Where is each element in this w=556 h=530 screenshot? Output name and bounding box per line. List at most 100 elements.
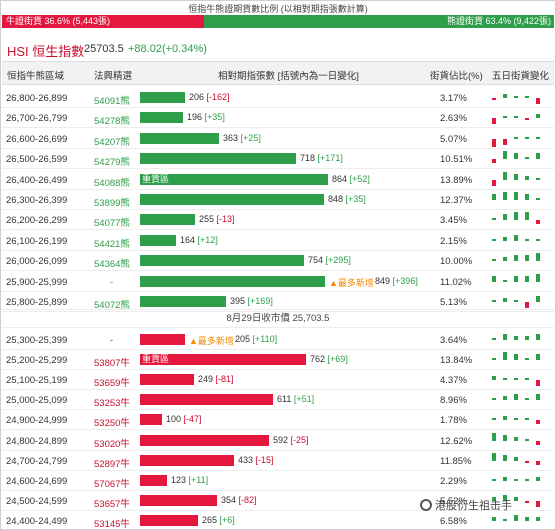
table-row: 26,600-26,699 54207熊 363 [+25] 5.07%	[2, 129, 554, 149]
row-warrant-code[interactable]: 54077熊	[94, 218, 130, 230]
sparkline-bar	[503, 116, 507, 119]
sparkline-bar	[503, 518, 507, 521]
row-warrant-code[interactable]: 53250牛	[94, 418, 130, 430]
row-futures-value: 255 [-13]	[199, 214, 235, 224]
row-share: 12.62%	[440, 435, 473, 447]
futures-delta: [+25]	[240, 132, 261, 143]
futures-delta: [-162]	[206, 92, 230, 102]
sparkline-bar	[503, 434, 507, 441]
sparkline-bar	[514, 173, 518, 180]
row-futures-value: 196 [+35]	[187, 112, 225, 122]
row-range: 26,000-26,099	[6, 256, 68, 268]
sparkline-bar	[525, 398, 529, 401]
sparkline-bar	[514, 275, 518, 282]
table-row: 24,900-24,999 53250牛 100 [-47] 1.78%	[2, 410, 554, 431]
five-day-sparkline	[492, 136, 540, 147]
row-futures-bar	[140, 296, 226, 307]
row-warrant-code[interactable]: 53659牛	[94, 378, 130, 390]
sparkline-bar	[525, 358, 529, 361]
sparkline-bar	[503, 334, 507, 340]
row-futures-bar	[140, 494, 217, 506]
futures-count: 249	[198, 374, 214, 385]
sparkline-bar	[525, 336, 529, 340]
row-warrant-code[interactable]: 54421熊	[94, 238, 130, 250]
row-warrant-code[interactable]: 53807牛	[94, 358, 130, 370]
row-warrant-code[interactable]: 54091熊	[94, 96, 130, 107]
sparkline-bar	[525, 157, 529, 160]
row-range: 26,100-26,199	[6, 235, 68, 247]
sparkline-bar	[536, 136, 540, 139]
row-futures-bar	[140, 374, 194, 386]
sparkline-bar	[525, 212, 529, 221]
row-futures-bar	[140, 153, 296, 165]
table-row: 24,400-24,499 53145牛 265 [+6] 6.58%	[2, 511, 554, 530]
futures-count: 123	[171, 474, 187, 485]
futures-count: 196	[187, 112, 203, 123]
sparkline-bar	[514, 116, 518, 119]
five-day-sparkline	[492, 476, 540, 481]
row-range: 25,200-25,299	[6, 355, 68, 367]
row-warrant-code[interactable]: 54088熊	[94, 177, 130, 189]
futures-delta: [+69]	[327, 354, 348, 365]
index-title[interactable]: HSI 恒生指數	[7, 44, 85, 59]
row-warrant-code[interactable]: 53899熊	[94, 198, 130, 209]
row-warrant-code[interactable]: 53020牛	[94, 438, 130, 450]
sparkline-bar	[536, 296, 540, 302]
sparkline-bar	[514, 418, 518, 421]
futures-delta: [+169]	[247, 296, 273, 306]
sparkline-bar	[536, 394, 540, 401]
sparkline-bar	[503, 476, 507, 481]
futures-delta: [+35]	[204, 112, 225, 123]
sparkline-bar	[536, 177, 540, 180]
sparkline-bar	[536, 460, 540, 465]
row-warrant-code[interactable]: 53657牛	[94, 498, 130, 510]
futures-count: 849	[375, 275, 391, 286]
sparkline-bar	[492, 98, 496, 100]
futures-delta: [-15]	[255, 454, 274, 465]
row-warrant-code[interactable]: 53253牛	[94, 398, 130, 410]
row-futures-value: 206 [-162]	[189, 92, 230, 102]
sparkline-bar	[514, 436, 518, 441]
row-futures-value: 354 [-82]	[221, 495, 257, 505]
row-warrant-code[interactable]: 57067牛	[94, 478, 130, 490]
sparkline-bar	[525, 418, 529, 421]
sparkline-bar	[503, 257, 507, 262]
futures-delta: [-13]	[216, 214, 235, 225]
sparkline-bar	[492, 516, 496, 521]
futures-count: 164	[180, 234, 196, 245]
sparkline-bar	[525, 516, 529, 521]
sparkline-bar	[503, 279, 507, 282]
row-warrant-code[interactable]: 52897牛	[94, 458, 130, 470]
sparkline-bar	[492, 218, 496, 221]
row-warrant-code[interactable]: 54364熊	[94, 259, 130, 271]
row-warrant-code[interactable]: 54207熊	[94, 136, 130, 148]
row-range: 26,800-26,899	[6, 93, 68, 104]
sparkline-bar	[536, 354, 540, 361]
table-row: 25,000-25,099 53253牛 611 [+51] 8.96%	[2, 390, 554, 411]
sparkline-bar	[514, 378, 518, 381]
sparkline-bar	[492, 478, 496, 481]
sparkline-bar	[525, 96, 529, 98]
table-row: 26,300-26,399 53899熊 848 [+35] 12.37%	[2, 190, 554, 210]
row-futures-bar	[140, 214, 195, 226]
row-share: 3.17%	[440, 93, 467, 104]
row-share: 5.07%	[440, 133, 467, 145]
row-warrant-code[interactable]: 54278熊	[94, 116, 130, 128]
row-futures-value: 100 [-47]	[166, 414, 202, 424]
sparkline-bar	[492, 300, 496, 302]
row-warrant-code[interactable]: 54072熊	[94, 300, 130, 311]
futures-delta: [+12]	[197, 234, 218, 245]
five-day-sparkline	[492, 234, 540, 241]
row-futures-value: 848 [+35]	[328, 194, 366, 204]
row-warrant-code[interactable]: 54279熊	[94, 157, 130, 169]
row-range: 25,800-25,899	[6, 297, 68, 308]
futures-delta: [+171]	[317, 153, 343, 164]
sparkline-bar	[514, 496, 518, 501]
five-day-sparkline	[492, 212, 540, 225]
sparkline-bar	[514, 212, 518, 221]
futures-count: 100	[166, 414, 182, 425]
row-futures-value: 395 [+169]	[230, 296, 273, 306]
table-row: 26,100-26,199 54421熊 164 [+12] 2.15%	[2, 231, 554, 251]
row-range: 24,900-24,999	[6, 415, 68, 427]
row-warrant-code[interactable]: 53145牛	[94, 518, 130, 530]
